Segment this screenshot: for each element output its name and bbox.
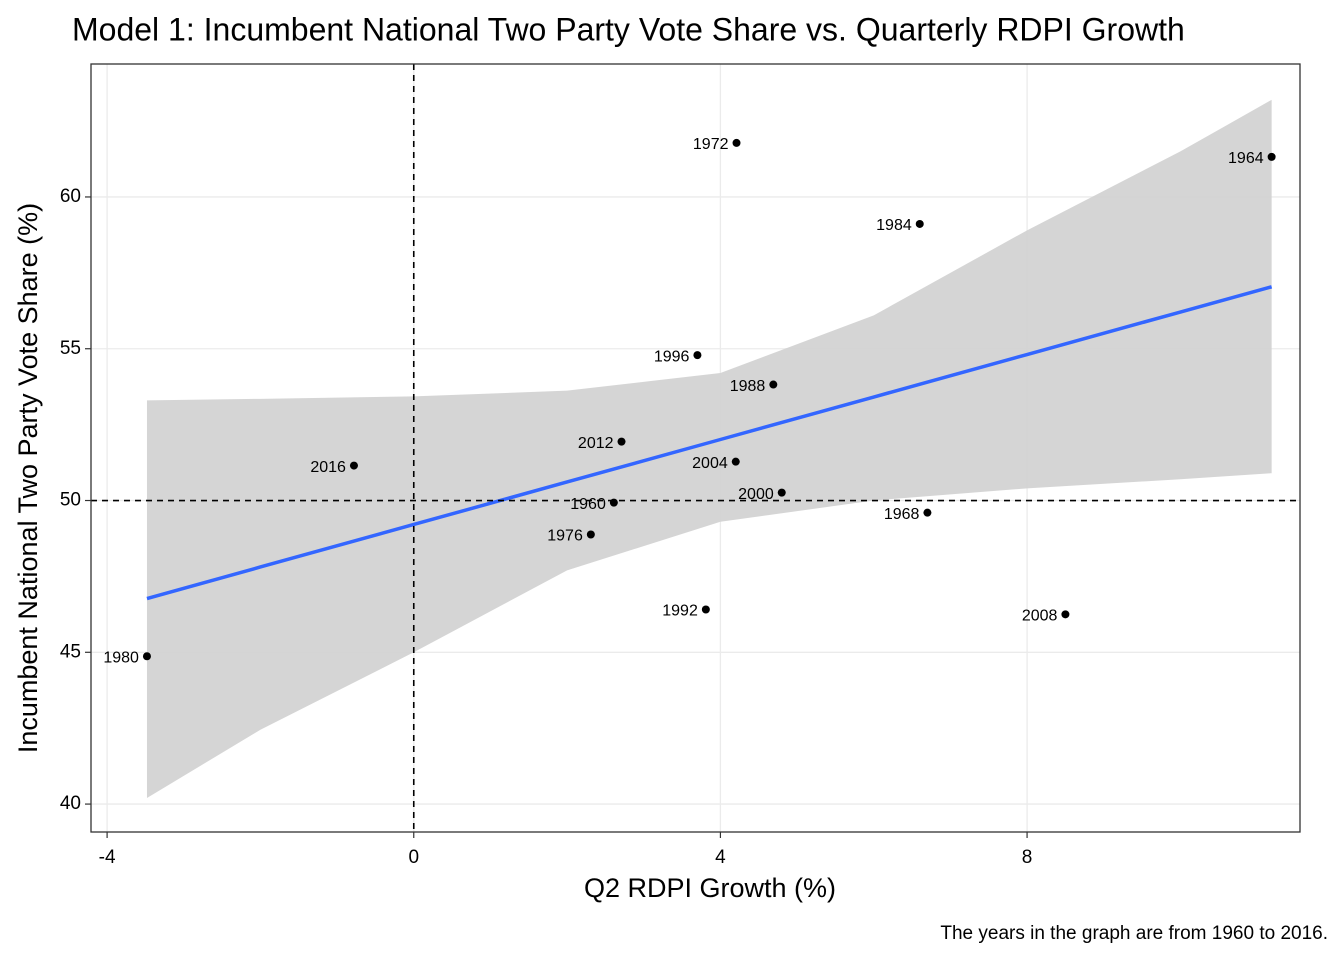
y-tick-label: 40 <box>60 793 81 814</box>
point <box>349 461 358 470</box>
point-label: 2016 <box>310 459 346 476</box>
point-label: 1992 <box>662 603 698 620</box>
point <box>731 457 740 466</box>
confidence-band <box>146 99 1272 799</box>
caption: The years in the graph are from 1960 to … <box>940 923 1328 944</box>
point <box>1061 610 1070 619</box>
x-tick-label: 0 <box>408 847 419 868</box>
point-label: 2004 <box>692 455 728 472</box>
panel-border <box>90 63 1301 833</box>
y-tick-label: 55 <box>60 338 81 359</box>
point <box>617 437 626 446</box>
point <box>915 219 924 228</box>
x-tick-label: 8 <box>1022 847 1033 868</box>
point <box>1267 152 1276 161</box>
point-label: 2000 <box>738 486 774 503</box>
point-label: 2008 <box>1022 608 1058 625</box>
point-label: 1968 <box>884 506 920 523</box>
point-label: 1972 <box>693 136 729 153</box>
point-label: 1988 <box>730 378 766 395</box>
point-label: 1984 <box>876 217 912 234</box>
point-label: 2012 <box>578 435 614 452</box>
chart-title: Model 1: Incumbent National Two Party Vo… <box>72 11 1185 47</box>
y-tick-label: 50 <box>60 490 81 511</box>
point <box>701 605 710 614</box>
point-label: 1996 <box>654 348 690 365</box>
regression-line <box>146 285 1273 601</box>
y-axis-title: Incumbent National Two Party Vote Share … <box>13 203 43 753</box>
point-label: 1960 <box>570 496 606 513</box>
x-tick-label: -4 <box>99 847 116 868</box>
x-tick-label: 4 <box>715 847 726 868</box>
point-label: 1976 <box>547 528 583 545</box>
point <box>777 488 786 497</box>
y-tick-label: 60 <box>60 186 81 207</box>
y-tick-label: 45 <box>60 641 81 662</box>
x-axis-title: Q2 RDPI Growth (%) <box>584 873 836 903</box>
point <box>769 380 778 389</box>
point <box>732 138 741 147</box>
point-label: 1980 <box>103 649 139 666</box>
point <box>142 652 151 661</box>
point <box>693 351 702 360</box>
point <box>923 508 932 517</box>
point <box>586 530 595 539</box>
point <box>609 498 618 507</box>
point-label: 1964 <box>1228 150 1264 167</box>
